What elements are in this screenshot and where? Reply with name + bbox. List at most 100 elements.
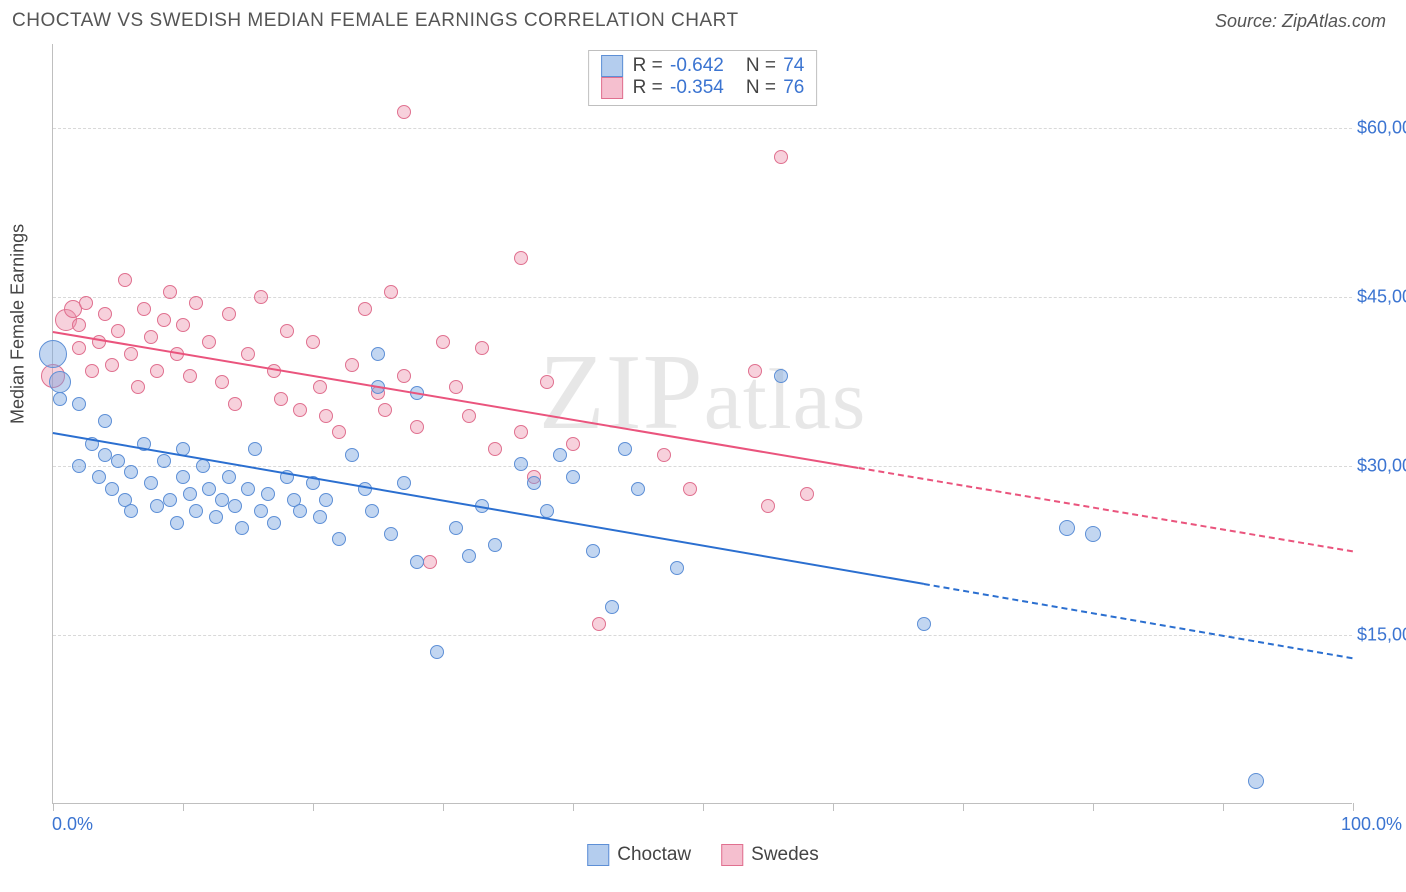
stat-box: R = -0.642N = 74R = -0.354N = 76: [588, 50, 818, 106]
swedes-point: [85, 364, 99, 378]
choctaw-point: [365, 504, 379, 518]
swedes-point: [436, 335, 450, 349]
swedes-point: [378, 403, 392, 417]
choctaw-point: [170, 516, 184, 530]
choctaw-point: [1085, 526, 1101, 542]
legend-item: Swedes: [721, 844, 819, 866]
swedes-point: [98, 307, 112, 321]
choctaw-point: [105, 482, 119, 496]
choctaw-point: [345, 448, 359, 462]
watermark: ZIPatlas: [539, 331, 867, 455]
legend-label: Choctaw: [617, 844, 691, 866]
swedes-point: [306, 335, 320, 349]
choctaw-point: [462, 549, 476, 563]
choctaw-point: [248, 442, 262, 456]
choctaw-point: [670, 561, 684, 575]
y-tick-label: $15,000: [1357, 625, 1406, 646]
legend-swatch: [721, 844, 743, 866]
choctaw-point: [72, 397, 86, 411]
swedes-point: [72, 341, 86, 355]
legend-item: Choctaw: [587, 844, 691, 866]
x-tick: [1093, 803, 1094, 811]
choctaw-point: [92, 470, 106, 484]
chart-title: CHOCTAW VS SWEDISH MEDIAN FEMALE EARNING…: [12, 10, 739, 32]
x-tick: [703, 803, 704, 811]
swedes-point: [254, 290, 268, 304]
swedes-point: [449, 380, 463, 394]
x-axis-labels: 0.0% 100.0%: [52, 814, 1352, 838]
choctaw-point: [196, 459, 210, 473]
x-tick: [53, 803, 54, 811]
swedes-point: [462, 409, 476, 423]
choctaw-point: [319, 493, 333, 507]
swedes-point: [144, 330, 158, 344]
bottom-legend: Choctaw Swedes: [587, 844, 819, 866]
choctaw-point: [202, 482, 216, 496]
chart-container: Median Female Earnings ZIPatlas $15,000$…: [10, 44, 1396, 884]
stat-row: R = -0.354N = 76: [601, 77, 805, 99]
stat-row: R = -0.642N = 74: [601, 55, 805, 77]
choctaw-point: [144, 476, 158, 490]
swedes-point: [183, 369, 197, 383]
swedes-point: [163, 285, 177, 299]
swedes-point: [228, 397, 242, 411]
swedes-point: [313, 380, 327, 394]
gridline: [53, 635, 1352, 636]
choctaw-point: [293, 504, 307, 518]
swedes-point: [150, 364, 164, 378]
swedes-point: [72, 318, 86, 332]
swedes-point: [189, 296, 203, 310]
swedes-point: [657, 448, 671, 462]
swedes-point: [176, 318, 190, 332]
choctaw-point: [98, 448, 112, 462]
x-tick: [833, 803, 834, 811]
choctaw-point: [605, 600, 619, 614]
swedes-point: [345, 358, 359, 372]
choctaw-point: [917, 617, 931, 631]
choctaw-point: [228, 499, 242, 513]
swedes-point: [111, 324, 125, 338]
trend-line: [53, 331, 859, 469]
swedes-point: [79, 296, 93, 310]
swedes-point: [131, 380, 145, 394]
swedes-point: [397, 105, 411, 119]
x-tick: [963, 803, 964, 811]
y-tick-label: $45,000: [1357, 287, 1406, 308]
swedes-point: [215, 375, 229, 389]
plot-area: ZIPatlas $15,000$30,000$45,000$60,000R =…: [52, 44, 1352, 804]
swedes-point: [397, 369, 411, 383]
choctaw-point: [267, 516, 281, 530]
swedes-point: [137, 302, 151, 316]
chart-source: Source: ZipAtlas.com: [1215, 11, 1386, 32]
swedes-point: [592, 617, 606, 631]
choctaw-point: [241, 482, 255, 496]
swedes-point: [384, 285, 398, 299]
swedes-point: [202, 335, 216, 349]
swedes-point: [748, 364, 762, 378]
choctaw-point: [261, 487, 275, 501]
x-tick: [1223, 803, 1224, 811]
choctaw-point: [384, 527, 398, 541]
swedes-point: [293, 403, 307, 417]
choctaw-point: [631, 482, 645, 496]
choctaw-point: [488, 538, 502, 552]
legend-label: Swedes: [751, 844, 819, 866]
choctaw-point: [176, 470, 190, 484]
swedes-point: [222, 307, 236, 321]
choctaw-point: [430, 645, 444, 659]
swedes-point: [105, 358, 119, 372]
swedes-point: [358, 302, 372, 316]
swedes-point: [118, 273, 132, 287]
choctaw-point: [72, 459, 86, 473]
swedes-point: [410, 420, 424, 434]
x-tick: [183, 803, 184, 811]
trend-line: [859, 467, 1353, 552]
swedes-point: [157, 313, 171, 327]
choctaw-point: [124, 465, 138, 479]
x-tick: [443, 803, 444, 811]
x-tick: [313, 803, 314, 811]
y-axis-title: Median Female Earnings: [8, 224, 29, 424]
swedes-point: [488, 442, 502, 456]
choctaw-point: [449, 521, 463, 535]
choctaw-point: [183, 487, 197, 501]
